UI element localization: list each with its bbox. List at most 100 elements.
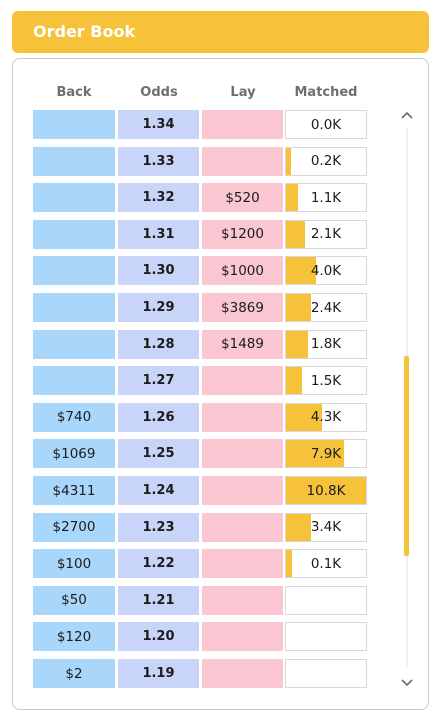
odds-cell[interactable]: 1.32 <box>118 183 199 213</box>
odds-cell[interactable]: 1.19 <box>118 659 199 688</box>
odds-cell[interactable]: 1.33 <box>118 146 199 176</box>
odds-cell[interactable]: 1.20 <box>118 622 199 652</box>
column-header-matched: Matched <box>294 85 358 100</box>
matched-cell: 4.3K <box>285 402 367 432</box>
lay-cell[interactable] <box>202 585 283 615</box>
back-cell[interactable]: $2 <box>33 659 115 688</box>
back-cell[interactable] <box>33 146 115 176</box>
odds-cell[interactable]: 1.21 <box>118 585 199 615</box>
matched-amount: 1.8K <box>310 336 342 353</box>
back-cell[interactable]: $4311 <box>33 476 115 505</box>
matched-amount: 4.0K <box>310 262 342 279</box>
lay-cell[interactable]: $3869 <box>202 293 283 322</box>
matched-cell: 0.2K <box>285 146 367 176</box>
back-cell[interactable] <box>33 366 115 396</box>
lay-cell[interactable] <box>202 476 283 505</box>
matched-cell: 4.0K <box>285 256 367 286</box>
back-cell[interactable] <box>33 183 115 213</box>
order-book-header: Order Book <box>12 11 429 53</box>
back-cell[interactable]: $50 <box>33 585 115 615</box>
lay-cell[interactable] <box>202 146 283 176</box>
matched-volume-bar <box>286 294 311 321</box>
order-book-row: $2 1.19 <box>0 659 400 688</box>
matched-cell: 1.5K <box>285 366 367 396</box>
scrollbar-thumb[interactable] <box>404 356 409 556</box>
matched-volume-bar <box>286 477 366 504</box>
lay-cell[interactable] <box>202 402 283 432</box>
odds-cell[interactable]: 1.26 <box>118 402 199 432</box>
odds-cell[interactable]: 1.24 <box>118 476 199 505</box>
matched-amount: 4.3K <box>310 409 342 426</box>
odds-cell[interactable]: 1.28 <box>118 329 199 359</box>
column-header-odds: Odds <box>140 85 178 100</box>
matched-cell: 2.4K <box>285 293 367 322</box>
matched-amount: 3.4K <box>310 519 342 536</box>
odds-cell[interactable]: 1.27 <box>118 366 199 396</box>
chevron-down-icon[interactable] <box>399 676 415 690</box>
matched-amount: 2.1K <box>310 226 342 243</box>
lay-cell[interactable] <box>202 622 283 652</box>
matched-volume-bar <box>286 367 302 395</box>
order-book-row: $4311 1.24 10.8K <box>0 476 400 505</box>
order-book-row: 1.31 $1200 2.1K <box>0 219 400 249</box>
column-header-back: Back <box>56 85 92 100</box>
matched-amount: 10.8K <box>306 482 346 499</box>
order-book-row: $1069 1.25 7.9K <box>0 439 400 469</box>
header-title: Order Book <box>33 22 136 41</box>
back-cell[interactable]: $2700 <box>33 512 115 542</box>
order-book-row: $2700 1.23 3.4K <box>0 512 400 542</box>
order-book-row: $100 1.22 0.1K <box>0 549 400 579</box>
order-book-row: 1.29 $3869 2.4K <box>0 293 400 322</box>
matched-cell: 1.8K <box>285 329 367 359</box>
odds-cell[interactable]: 1.25 <box>118 439 199 469</box>
lay-cell[interactable]: $1489 <box>202 329 283 359</box>
back-cell[interactable]: $1069 <box>33 439 115 469</box>
order-book-row: 1.28 $1489 1.8K <box>0 329 400 359</box>
back-cell[interactable] <box>33 256 115 286</box>
odds-cell[interactable]: 1.34 <box>118 110 199 139</box>
lay-cell[interactable]: $1000 <box>202 256 283 286</box>
matched-cell: 7.9K <box>285 439 367 469</box>
lay-cell[interactable] <box>202 439 283 469</box>
odds-cell[interactable]: 1.31 <box>118 219 199 249</box>
matched-cell <box>285 622 367 652</box>
matched-cell: 3.4K <box>285 512 367 542</box>
matched-volume-bar <box>286 257 316 285</box>
back-cell[interactable] <box>33 329 115 359</box>
lay-cell[interactable]: $520 <box>202 183 283 213</box>
back-cell[interactable] <box>33 293 115 322</box>
odds-cell[interactable]: 1.23 <box>118 512 199 542</box>
odds-cell[interactable]: 1.22 <box>118 549 199 579</box>
back-cell[interactable] <box>33 110 115 139</box>
matched-amount: 1.5K <box>310 372 342 389</box>
lay-cell[interactable] <box>202 366 283 396</box>
back-cell[interactable]: $740 <box>33 402 115 432</box>
matched-amount: 0.1K <box>310 555 342 572</box>
order-book-row: $50 1.21 <box>0 585 400 615</box>
matched-amount: 1.1K <box>310 189 342 206</box>
back-cell[interactable]: $120 <box>33 622 115 652</box>
order-book-row: $120 1.20 <box>0 622 400 652</box>
lay-cell[interactable] <box>202 659 283 688</box>
matched-volume-bar <box>286 330 308 358</box>
order-book-row: 1.34 0.0K <box>0 110 400 139</box>
chevron-up-icon[interactable] <box>399 108 415 122</box>
lay-cell[interactable]: $1200 <box>202 219 283 249</box>
back-cell[interactable] <box>33 219 115 249</box>
matched-cell: 2.1K <box>285 219 367 249</box>
matched-volume-bar <box>286 220 306 248</box>
lay-cell[interactable] <box>202 512 283 542</box>
odds-cell[interactable]: 1.30 <box>118 256 199 286</box>
lay-cell[interactable] <box>202 549 283 579</box>
matched-volume-bar <box>286 147 291 175</box>
matched-amount: 7.9K <box>310 445 342 462</box>
back-cell[interactable]: $100 <box>33 549 115 579</box>
order-book-row: 1.32 $520 1.1K <box>0 183 400 213</box>
odds-cell[interactable]: 1.29 <box>118 293 199 322</box>
order-book-row: 1.30 $1000 4.0K <box>0 256 400 286</box>
column-header-lay: Lay <box>230 85 256 100</box>
order-book-row: $740 1.26 4.3K <box>0 402 400 432</box>
matched-amount: 2.4K <box>310 299 342 316</box>
matched-volume-bar <box>286 440 345 468</box>
lay-cell[interactable] <box>202 110 283 139</box>
